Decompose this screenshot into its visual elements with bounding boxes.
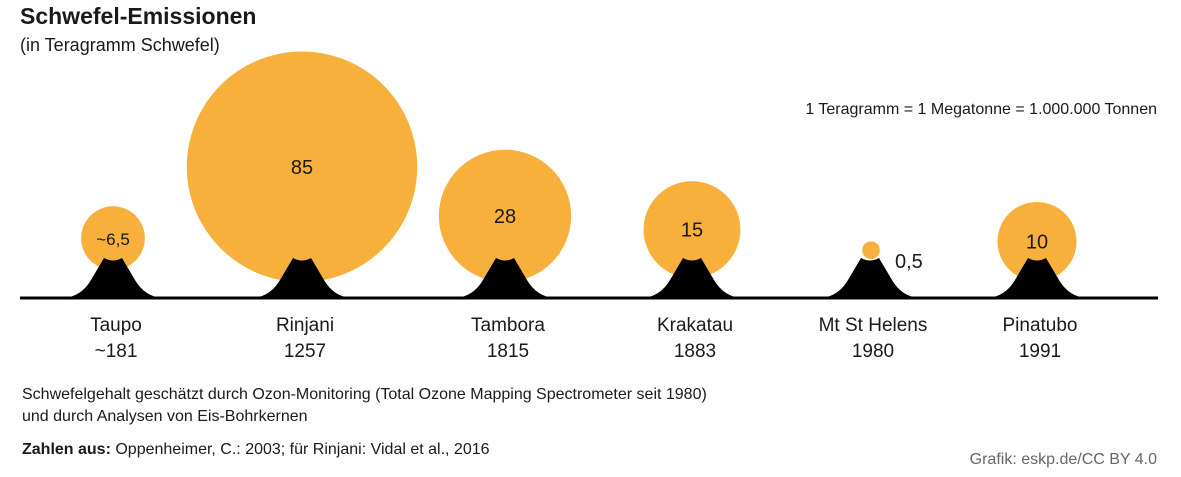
volcano-name-label: Mt St Helens bbox=[819, 315, 928, 336]
bubble-value-label: 10 bbox=[1026, 231, 1048, 253]
volcano-icon-3 bbox=[642, 258, 742, 298]
volcano-name-label: Krakatau bbox=[657, 315, 733, 336]
source-label: Zahlen aus: bbox=[22, 441, 111, 458]
bubble-value-label: ~6,5 bbox=[96, 230, 130, 249]
volcano-icon-0 bbox=[63, 258, 163, 298]
bubble-1 bbox=[186, 51, 418, 282]
bubble-value-label: 28 bbox=[494, 206, 516, 228]
eruption-year-label: 1257 bbox=[284, 341, 326, 362]
volcano-icon-1 bbox=[252, 258, 352, 298]
volcano-icon-5 bbox=[987, 258, 1087, 298]
bubble-2 bbox=[438, 149, 572, 282]
bubble-0 bbox=[81, 206, 145, 270]
volcano-icon-2 bbox=[455, 258, 555, 298]
bubble-5 bbox=[997, 201, 1077, 281]
footnote-line2: und durch Analysen von Eis-Bohrkernen bbox=[22, 408, 308, 425]
bubble-value-label: 85 bbox=[291, 157, 313, 179]
chart-title: Schwefel-Emissionen bbox=[20, 3, 257, 29]
credit: Grafik: eskp.de/CC BY 4.0 bbox=[969, 451, 1157, 468]
source-line: Zahlen aus: Oppenheimer, C.: 2003; für R… bbox=[22, 441, 490, 459]
eruption-year-label: ~181 bbox=[95, 341, 138, 362]
volcano-name-label: Taupo bbox=[90, 315, 142, 336]
eruption-year-label: 1815 bbox=[487, 341, 529, 362]
volcano-name-label: Tambora bbox=[471, 315, 545, 336]
bubble-3 bbox=[643, 181, 741, 278]
volcano-name-label: Pinatubo bbox=[1002, 315, 1077, 336]
eruption-year-label: 1991 bbox=[1019, 341, 1061, 362]
source-text: Oppenheimer, C.: 2003; für Rinjani: Vida… bbox=[110, 441, 490, 458]
chart-subtitle: (in Teragramm Schwefel) bbox=[20, 35, 220, 55]
eruption-year-label: 1883 bbox=[674, 341, 716, 362]
bubble-value-label: 15 bbox=[681, 220, 703, 242]
volcano-icon-4 bbox=[820, 258, 920, 298]
unit-note: 1 Teragramm = 1 Megatonne = 1.000.000 To… bbox=[805, 101, 1157, 118]
bubble-value-label: 0,5 bbox=[895, 251, 923, 273]
volcano-name-label: Rinjani bbox=[276, 315, 334, 336]
bubble-4 bbox=[862, 241, 880, 259]
eruption-year-label: 1980 bbox=[852, 341, 894, 362]
footnote-line1: Schwefelgehalt geschätzt durch Ozon-Moni… bbox=[22, 386, 707, 403]
